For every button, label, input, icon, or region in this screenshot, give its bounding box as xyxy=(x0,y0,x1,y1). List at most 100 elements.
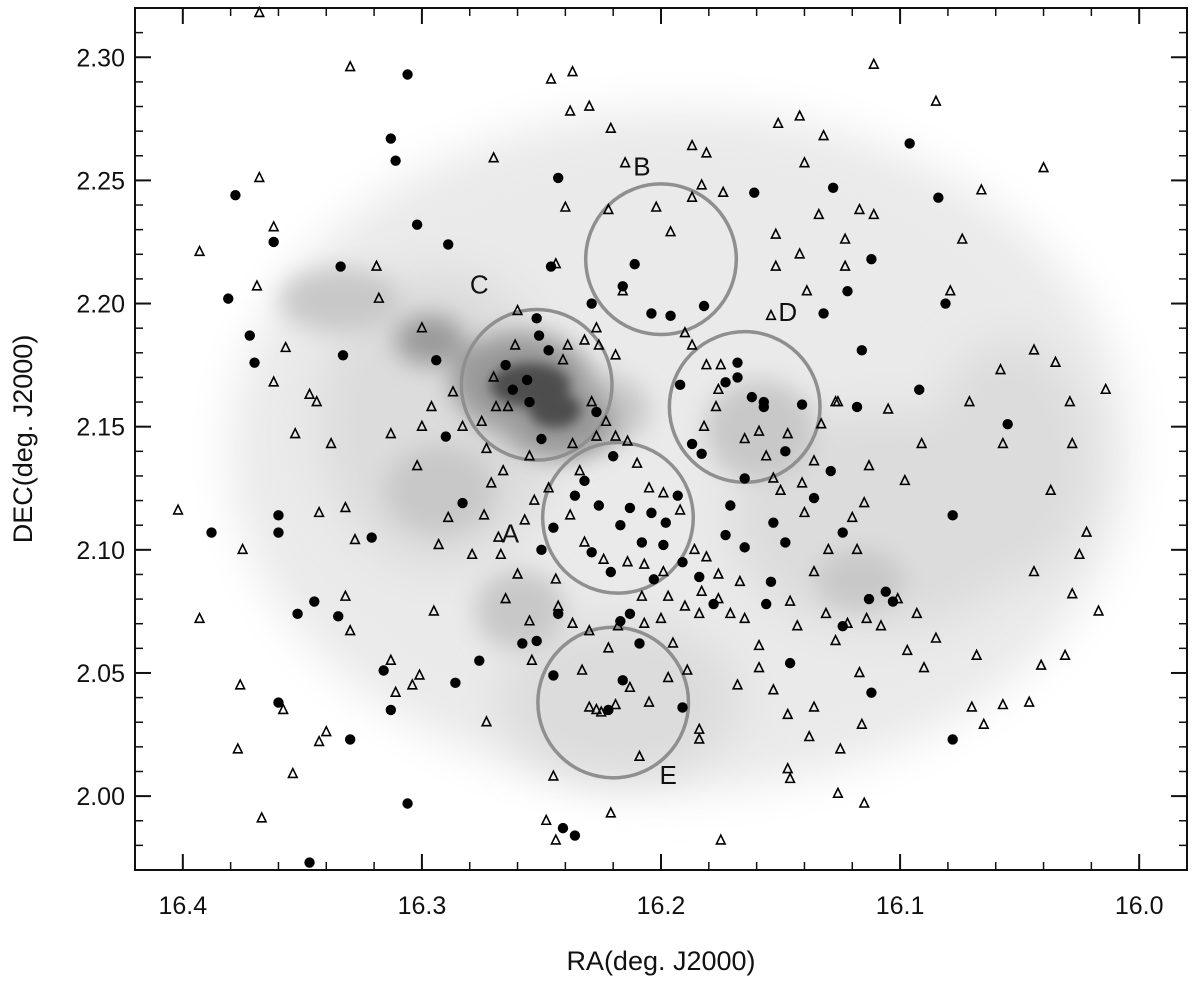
data-point-triangle xyxy=(600,414,612,427)
data-point-triangle xyxy=(915,436,928,449)
data-point-triangle xyxy=(583,99,595,111)
data-point-triangle xyxy=(499,592,512,604)
data-point-triangle xyxy=(523,614,536,626)
y-tick-label: 2.20 xyxy=(76,291,125,319)
data-point-circle xyxy=(545,261,557,272)
data-point-circle xyxy=(933,192,944,203)
region-b-label: B xyxy=(633,151,650,181)
x-axis: 16.4 16.3 16.2 16.1 16.0 xyxy=(134,8,1188,920)
data-point-triangle xyxy=(686,190,698,202)
data-point-circle xyxy=(796,399,808,410)
x-tick-label: 16.1 xyxy=(876,892,925,920)
data-point-triangle xyxy=(930,631,942,643)
data-point-triangle xyxy=(679,326,691,338)
data-point-triangle xyxy=(193,244,206,257)
data-point-triangle xyxy=(287,766,299,779)
data-point-triangle xyxy=(511,567,524,579)
data-point-circle xyxy=(646,308,657,319)
data-point-triangle xyxy=(956,232,968,244)
series-open-triangles xyxy=(172,5,1112,845)
data-point-circle xyxy=(579,475,590,487)
data-point-triangle xyxy=(578,333,591,345)
data-point-circle xyxy=(292,608,303,620)
data-point-triangle xyxy=(774,483,787,496)
x-tick-label: 16.3 xyxy=(398,892,447,920)
data-point-circle xyxy=(607,451,619,462)
data-point-triangle xyxy=(576,663,588,675)
data-point-triangle xyxy=(794,247,806,259)
data-point-circle xyxy=(768,517,779,528)
data-point-circle xyxy=(629,258,640,270)
data-point-triangle xyxy=(686,338,698,350)
data-point-triangle xyxy=(289,427,301,439)
data-point-triangle xyxy=(488,370,500,382)
data-point-circle xyxy=(732,357,743,368)
data-point-circle xyxy=(385,133,397,144)
data-point-circle xyxy=(440,431,452,442)
data-point-triangle xyxy=(860,611,873,624)
data-point-triangle xyxy=(963,395,976,407)
data-point-circle xyxy=(366,532,377,543)
data-point-triangle xyxy=(970,648,983,661)
data-point-circle xyxy=(244,330,255,341)
data-point-circle xyxy=(474,655,485,666)
data-point-triangle xyxy=(478,508,490,520)
data-point-triangle xyxy=(696,178,708,190)
data-point-triangle xyxy=(578,535,591,547)
data-point-triangle xyxy=(839,232,851,244)
data-point-triangle xyxy=(700,550,713,562)
data-point-circle xyxy=(273,510,284,521)
data-point-triangle xyxy=(739,611,751,624)
data-point-circle xyxy=(887,596,899,607)
data-point-triangle xyxy=(700,146,713,158)
data-point-circle xyxy=(674,379,686,391)
data-point-triangle xyxy=(1092,604,1105,616)
data-point-triangle xyxy=(856,717,868,729)
data-point-circle xyxy=(548,522,559,533)
data-point-triangle xyxy=(590,702,603,715)
data-point-triangle xyxy=(344,60,356,72)
data-point-triangle xyxy=(172,503,184,515)
data-point-triangle xyxy=(406,678,418,690)
data-point-triangle xyxy=(488,151,500,163)
data-point-triangle xyxy=(456,419,469,431)
data-point-circle xyxy=(725,500,736,511)
data-point-triangle xyxy=(815,417,827,429)
density-map xyxy=(230,110,1130,790)
data-point-triangle xyxy=(583,700,595,712)
data-point-triangle xyxy=(566,436,579,449)
data-point-triangle xyxy=(796,476,808,488)
data-point-triangle xyxy=(753,424,765,436)
data-point-triangle xyxy=(562,338,574,350)
data-point-circle xyxy=(206,527,217,538)
data-point-circle xyxy=(309,596,320,607)
data-point-triangle xyxy=(911,606,923,619)
data-point-triangle xyxy=(760,449,772,461)
data-point-triangle xyxy=(822,542,834,555)
data-point-triangle xyxy=(798,505,811,518)
data-point-triangle xyxy=(700,358,713,370)
region-d-label: D xyxy=(778,297,797,327)
data-point-triangle xyxy=(966,700,978,712)
data-point-triangle xyxy=(997,436,1009,449)
region-c-label: C xyxy=(470,270,489,300)
data-point-triangle xyxy=(767,683,780,695)
data-point-triangle xyxy=(339,500,352,513)
data-point-circle xyxy=(646,507,657,519)
data-point-triangle xyxy=(710,399,722,412)
data-point-triangle xyxy=(808,700,820,712)
y-tick-label: 2.15 xyxy=(76,414,125,442)
data-point-triangle xyxy=(662,589,674,601)
data-point-triangle xyxy=(511,303,524,316)
data-point-triangle xyxy=(416,321,428,333)
data-point-triangle xyxy=(339,589,352,601)
data-point-circle xyxy=(940,298,951,309)
data-point-triangle xyxy=(236,542,249,555)
data-point-triangle xyxy=(385,653,397,665)
data-point-circle xyxy=(569,830,581,841)
data-point-circle xyxy=(904,138,915,149)
data-point-triangle xyxy=(593,338,605,350)
data-point-circle xyxy=(758,396,770,408)
data-point-triangle xyxy=(621,434,634,446)
data-point-circle xyxy=(634,638,645,649)
